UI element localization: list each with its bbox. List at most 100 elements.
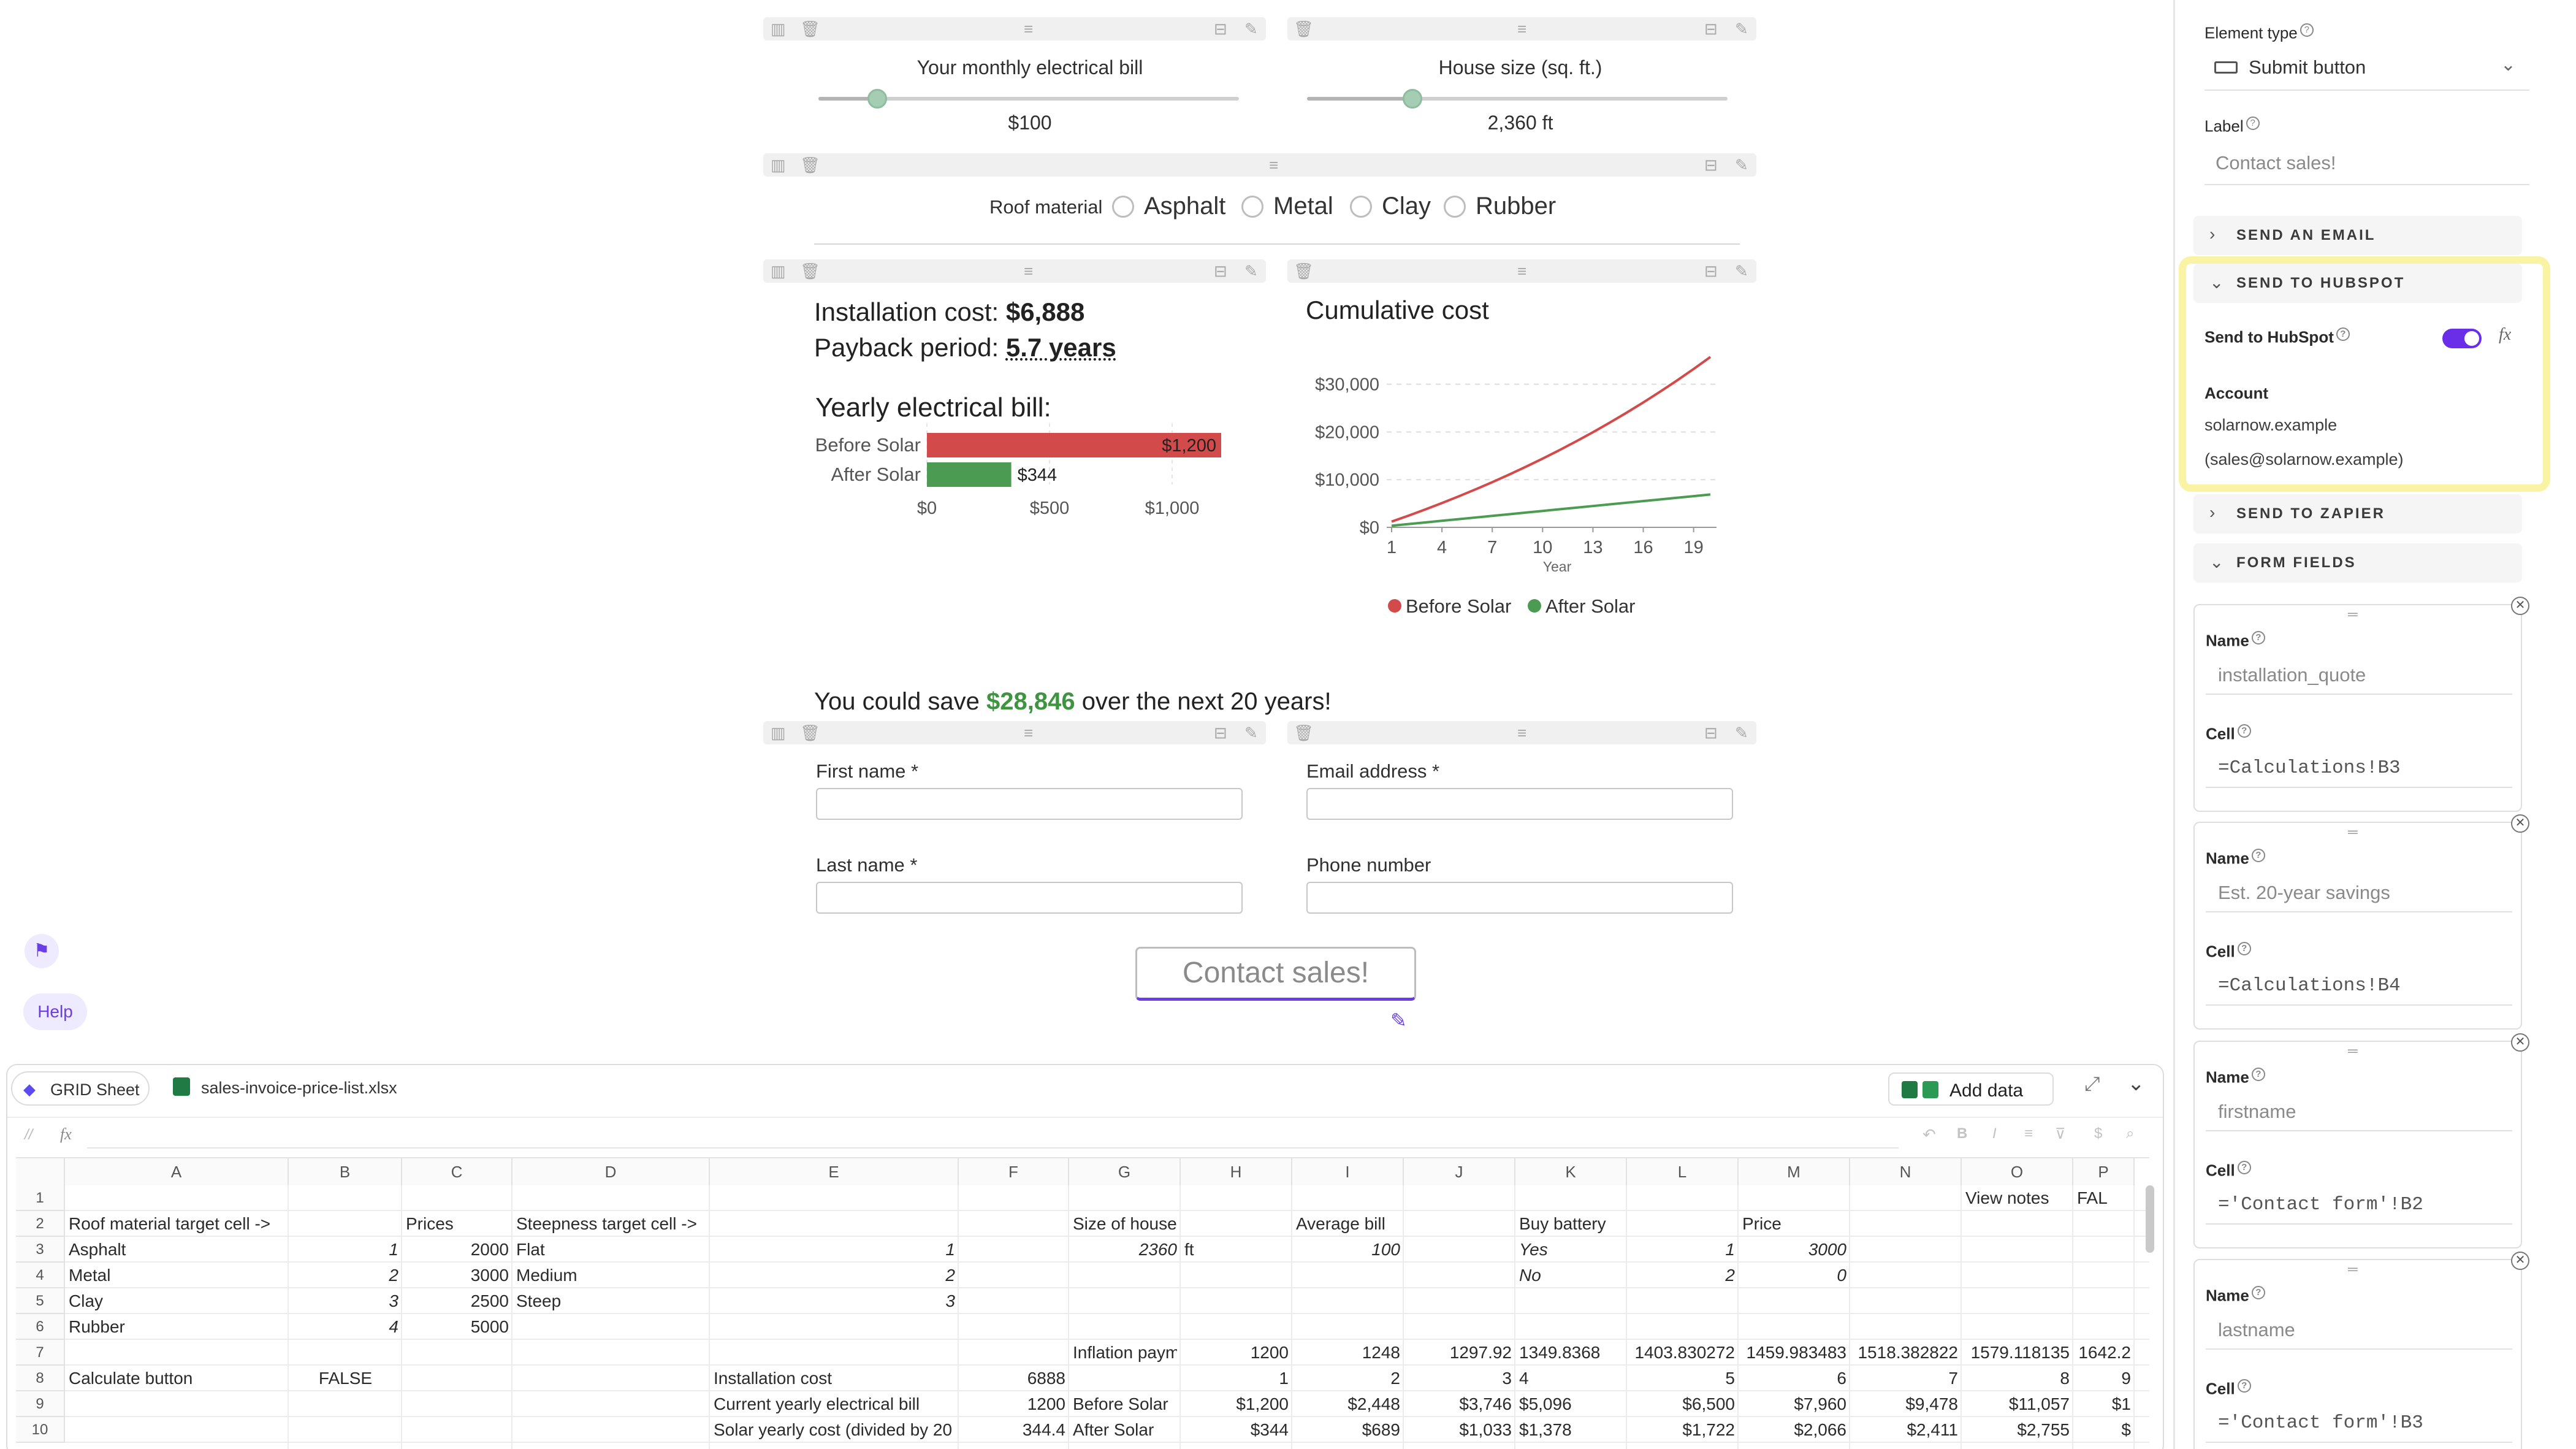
- table-cell[interactable]: $1,378: [1519, 1420, 1572, 1439]
- table-cell[interactable]: FALSE: [318, 1369, 373, 1388]
- section-send-email[interactable]: › SEND AN EMAIL: [2193, 216, 2522, 255]
- field-cell-input[interactable]: ='Contact form'!B2: [2218, 1194, 2423, 1215]
- label-field-input[interactable]: Contact sales!: [2216, 152, 2336, 174]
- column-header[interactable]: H: [1181, 1158, 1292, 1185]
- column-header[interactable]: J: [1404, 1158, 1515, 1185]
- layout-icon[interactable]: ▥: [771, 724, 786, 742]
- grid-sheet-tab[interactable]: ◆ GRID Sheet: [11, 1071, 150, 1106]
- phone-input[interactable]: [1306, 882, 1733, 914]
- pencil-icon[interactable]: ✎: [1390, 1009, 1407, 1031]
- drag-handle-icon[interactable]: ═: [2348, 1043, 2358, 1058]
- table-cell[interactable]: Flat: [516, 1240, 545, 1259]
- table-cell[interactable]: FAL: [2077, 1188, 2108, 1207]
- drag-handle-icon[interactable]: ≡: [1517, 724, 1527, 742]
- column-header[interactable]: D: [513, 1158, 710, 1185]
- drag-handle-icon[interactable]: ≡: [1269, 156, 1279, 174]
- table-icon[interactable]: ⊟: [1704, 20, 1718, 38]
- table-cell[interactable]: $9,478: [1905, 1394, 1958, 1413]
- edit-icon[interactable]: ✎: [1244, 20, 1258, 38]
- field-name-input[interactable]: Est. 20-year savings: [2218, 882, 2390, 903]
- info-icon[interactable]: ?: [2237, 942, 2251, 955]
- row-header[interactable]: 3: [16, 1237, 65, 1263]
- table-cell[interactable]: Steepness target cell ->: [516, 1214, 697, 1233]
- delete-icon[interactable]: 🗑: [800, 724, 821, 742]
- table-cell[interactable]: Asphalt: [69, 1240, 126, 1259]
- table-cell[interactable]: Medium: [516, 1266, 577, 1285]
- info-icon[interactable]: ?: [2237, 724, 2251, 738]
- table-cell[interactable]: 1: [1279, 1369, 1289, 1388]
- drag-handle-icon[interactable]: ≡: [1517, 20, 1527, 38]
- table-cell[interactable]: 4: [389, 1317, 398, 1336]
- filter-icon[interactable]: ⊽: [2055, 1126, 2066, 1142]
- element-toolbar[interactable]: ▥ 🗑 ≡ ⊟ ✎: [763, 721, 1266, 744]
- table-icon[interactable]: ⊟: [1704, 262, 1718, 280]
- table-cell[interactable]: 2360: [1138, 1240, 1177, 1259]
- field-cell-input[interactable]: ='Contact form'!B3: [2218, 1412, 2423, 1434]
- column-header[interactable]: F: [959, 1158, 1069, 1185]
- chevron-down-icon[interactable]: ⌄: [2127, 1072, 2145, 1095]
- info-icon[interactable]: ?: [2251, 631, 2265, 644]
- info-icon[interactable]: ?: [2237, 1161, 2251, 1174]
- column-header[interactable]: B: [289, 1158, 402, 1185]
- delete-icon[interactable]: 🗑: [1294, 724, 1314, 742]
- info-icon[interactable]: ?: [2237, 1379, 2251, 1393]
- table-cell[interactable]: 8: [2060, 1369, 2070, 1388]
- file-name[interactable]: sales-invoice-price-list.xlsx: [201, 1079, 397, 1097]
- table-cell[interactable]: 1200: [1027, 1394, 1065, 1413]
- remove-icon[interactable]: ✕: [2511, 814, 2529, 833]
- element-type-select[interactable]: Submit button ⌄: [2204, 52, 2529, 91]
- element-toolbar[interactable]: 🗑 ≡ ⊟ ✎: [1287, 721, 1756, 744]
- table-icon[interactable]: ⊟: [1704, 724, 1718, 742]
- table-icon[interactable]: ⊟: [1214, 724, 1227, 742]
- table-cell[interactable]: Solar yearly cost (divided by 20: [714, 1420, 953, 1439]
- comment-icon[interactable]: //: [25, 1126, 33, 1143]
- table-cell[interactable]: $1,033: [1459, 1420, 1512, 1439]
- row-header[interactable]: 10: [16, 1417, 65, 1443]
- remove-icon[interactable]: ✕: [2511, 1252, 2529, 1270]
- table-cell[interactable]: Size of house: [1073, 1214, 1177, 1233]
- info-icon[interactable]: ?: [2300, 23, 2314, 37]
- radio-rubber[interactable]: [1444, 196, 1466, 218]
- table-cell[interactable]: 3000: [1808, 1240, 1846, 1259]
- table-cell[interactable]: ft: [1184, 1240, 1194, 1259]
- column-header[interactable]: G: [1069, 1158, 1181, 1185]
- table-cell[interactable]: $2,411: [1907, 1420, 1958, 1439]
- currency-icon[interactable]: $: [2094, 1125, 2103, 1142]
- column-header[interactable]: I: [1292, 1158, 1404, 1185]
- slider-monthly-bill-track[interactable]: [818, 97, 1239, 101]
- edit-icon[interactable]: ✎: [1735, 724, 1748, 742]
- align-icon[interactable]: ≡: [2024, 1125, 2033, 1142]
- info-icon[interactable]: ?: [2251, 1068, 2265, 1081]
- table-cell[interactable]: Inflation paym: [1073, 1343, 1177, 1362]
- table-cell[interactable]: $3,746: [1459, 1394, 1512, 1413]
- table-cell[interactable]: Buy battery: [1519, 1214, 1606, 1233]
- layout-icon[interactable]: ▥: [771, 20, 786, 38]
- info-icon[interactable]: ?: [2246, 117, 2260, 130]
- row-header[interactable]: 6: [16, 1314, 65, 1340]
- send-hubspot-toggle[interactable]: [2442, 329, 2482, 348]
- field-name-input[interactable]: firstname: [2218, 1101, 2296, 1122]
- info-icon[interactable]: ?: [2336, 327, 2350, 341]
- table-cell[interactable]: Calculate button: [69, 1369, 193, 1388]
- table-cell[interactable]: 5: [1725, 1369, 1735, 1388]
- remove-icon[interactable]: ✕: [2511, 597, 2529, 615]
- delete-icon[interactable]: 🗑: [800, 156, 821, 174]
- table-cell[interactable]: 1: [1725, 1240, 1735, 1259]
- slider-house-size-handle[interactable]: [1402, 89, 1422, 109]
- table-cell[interactable]: 1200: [1250, 1343, 1289, 1362]
- search-icon[interactable]: ⌕: [2126, 1125, 2135, 1142]
- table-cell[interactable]: Before Solar: [1073, 1394, 1168, 1413]
- table-cell[interactable]: Roof material target cell ->: [69, 1214, 271, 1233]
- table-cell[interactable]: 1: [389, 1240, 398, 1259]
- radio-clay[interactable]: [1350, 196, 1372, 218]
- table-cell[interactable]: 2: [1390, 1369, 1400, 1388]
- table-cell[interactable]: 3000: [470, 1266, 509, 1285]
- table-cell[interactable]: $2,448: [1347, 1394, 1400, 1413]
- info-icon[interactable]: ?: [2251, 1286, 2265, 1299]
- table-cell[interactable]: 6888: [1027, 1369, 1065, 1388]
- drag-handle-icon[interactable]: ≡: [1024, 20, 1034, 38]
- element-toolbar[interactable]: 🗑 ≡ ⊟ ✎: [1287, 259, 1756, 283]
- table-cell[interactable]: 1297.92: [1449, 1343, 1512, 1362]
- delete-icon[interactable]: 🗑: [800, 262, 821, 280]
- fx-icon[interactable]: fx: [2499, 325, 2512, 344]
